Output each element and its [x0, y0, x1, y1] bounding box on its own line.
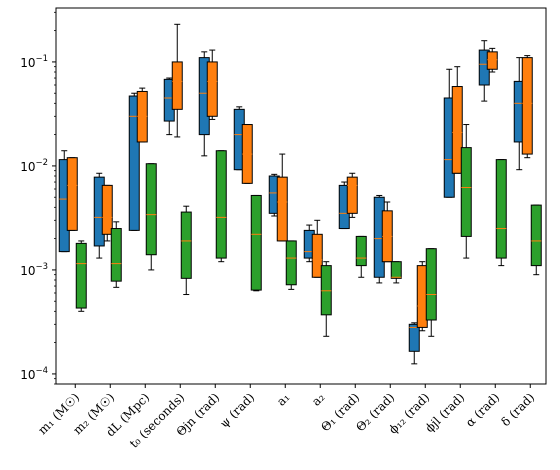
- box-body: [320, 265, 332, 316]
- box-body: [75, 242, 87, 309]
- box-s3-7: [285, 240, 297, 290]
- y-tick-label: 10−2: [20, 158, 48, 174]
- x-tick-label: δ (rad): [498, 390, 537, 429]
- box-s3-3: [145, 163, 157, 271]
- box-s2-10: [381, 201, 393, 263]
- box-body: [495, 159, 507, 259]
- box-s2-4: [171, 23, 183, 138]
- box-body: [276, 176, 288, 242]
- box-s3-5: [215, 150, 227, 263]
- box-body: [180, 211, 192, 279]
- y-tick-label: 10−1: [20, 54, 48, 70]
- x-tick-label: α (rad): [463, 390, 502, 429]
- box-s2-2: [101, 184, 113, 242]
- box-s3-8: [320, 261, 332, 337]
- y-tick-label: 10−3: [20, 262, 48, 278]
- box-s1-3: [128, 92, 140, 231]
- box-s2-12: [451, 66, 463, 174]
- box-body: [215, 150, 227, 259]
- box-s3-11: [425, 248, 437, 337]
- box-s1-13: [478, 40, 490, 102]
- x-tick-label: a₁: [274, 390, 292, 408]
- y-axis: 10−4 10−3 10−2 10−1: [20, 11, 56, 385]
- box-s3-4: [180, 205, 192, 296]
- box-body: [346, 176, 358, 214]
- box-body: [425, 248, 437, 321]
- box-s3-14: [530, 204, 542, 276]
- x-axis: m₁ (M☉)m₂ (M☉)dL (Mpc)t₀ (seconds)Θjn (r…: [35, 384, 537, 451]
- box-body: [101, 184, 113, 235]
- box-s1-11: [408, 322, 420, 365]
- box-body: [530, 204, 542, 267]
- box-s3-2: [110, 221, 122, 288]
- box-body: [355, 235, 367, 267]
- x-tick-label: a₂: [309, 390, 327, 408]
- box-body: [128, 95, 140, 231]
- box-s2-14: [521, 55, 533, 159]
- box-body: [110, 228, 122, 282]
- box-body: [460, 147, 472, 237]
- boxes-layer: [58, 23, 542, 365]
- box-s2-7: [276, 153, 288, 242]
- box-body: [145, 163, 157, 256]
- box-s2-8: [311, 219, 323, 278]
- box-s3-12: [460, 124, 472, 259]
- box-s2-9: [346, 172, 358, 218]
- box-body: [250, 194, 262, 291]
- box-s3-10: [390, 261, 402, 284]
- box-s2-13: [486, 47, 498, 73]
- box-body: [66, 157, 78, 231]
- box-s3-9: [355, 235, 367, 278]
- box-s2-5: [206, 49, 218, 120]
- box-s2-3: [136, 87, 148, 143]
- box-body: [390, 261, 402, 279]
- box-body: [486, 51, 498, 70]
- box-s3-6: [250, 194, 262, 292]
- box-body: [171, 61, 183, 110]
- box-s3-1: [75, 240, 87, 312]
- plot-frame: [55, 7, 547, 385]
- box-body: [311, 233, 323, 278]
- y-tick-label: 10−4: [20, 366, 48, 382]
- box-s3-13: [495, 159, 507, 267]
- box-body: [206, 61, 218, 117]
- box-s1-8: [303, 224, 315, 263]
- box-s2-6: [241, 124, 253, 184]
- box-body: [451, 86, 463, 174]
- box-body: [408, 323, 420, 352]
- box-body: [521, 57, 533, 155]
- box-s2-1: [66, 157, 78, 231]
- x-tick-label: ψ (rad): [217, 390, 257, 430]
- box-body: [285, 240, 297, 286]
